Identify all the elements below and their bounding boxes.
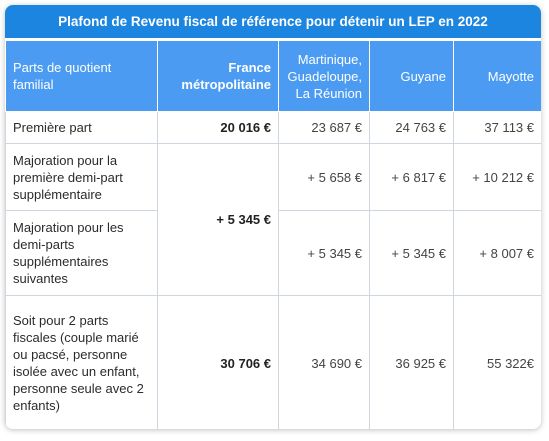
cell-antilles: + 5 345 €: [278, 210, 370, 296]
table-row: Majoration pour la première demi-part su…: [5, 143, 541, 296]
cell-guyane: 24 763 €: [369, 111, 454, 144]
column-header-guyane: Guyane: [369, 40, 454, 112]
cell-antilles: 34 690 €: [278, 295, 370, 429]
row-label: Majoration pour les demi-parts supplémen…: [5, 210, 158, 296]
cell-guyane: + 5 345 €: [369, 210, 454, 296]
lep-ceiling-table: Parts de quotient familial France métrop…: [5, 40, 541, 429]
cell-france-merged: + 5 345 €: [157, 143, 279, 296]
cell-antilles: 23 687 €: [278, 111, 370, 144]
lep-table-card: Plafond de Revenu fiscal de référence po…: [5, 5, 541, 429]
table-row: Première part 20 016 € 23 687 € 24 763 €…: [5, 111, 541, 144]
cell-guyane: 36 925 €: [369, 295, 454, 429]
row-label: Soit pour 2 parts fiscales (couple marié…: [5, 295, 158, 429]
column-header-parts: Parts de quotient familial: [5, 40, 158, 112]
table-row: Majoration pour les demi-parts supplémen…: [5, 210, 541, 296]
cell-mayotte: 37 113 €: [453, 111, 541, 144]
cell-france: 30 706 €: [157, 295, 279, 429]
row-label: Majoration pour la première demi-part su…: [5, 143, 158, 211]
cell-france: 20 016 €: [157, 111, 279, 144]
row-label: Première part: [5, 111, 158, 144]
column-header-france: France métropolitaine: [157, 40, 279, 112]
column-header-mayotte: Mayotte: [453, 40, 541, 112]
cell-mayotte: + 10 212 €: [453, 143, 541, 211]
table-title: Plafond de Revenu fiscal de référence po…: [5, 5, 541, 40]
column-header-antilles: Martinique, Guadeloupe, La Réunion: [278, 40, 370, 112]
cell-guyane: + 6 817 €: [369, 143, 454, 211]
cell-mayotte: + 8 007 €: [453, 210, 541, 296]
table-row: Soit pour 2 parts fiscales (couple marié…: [5, 295, 541, 429]
cell-antilles: + 5 658 €: [278, 143, 370, 211]
cell-mayotte: 55 322€: [453, 295, 541, 429]
table-header-row: Parts de quotient familial France métrop…: [5, 40, 541, 112]
